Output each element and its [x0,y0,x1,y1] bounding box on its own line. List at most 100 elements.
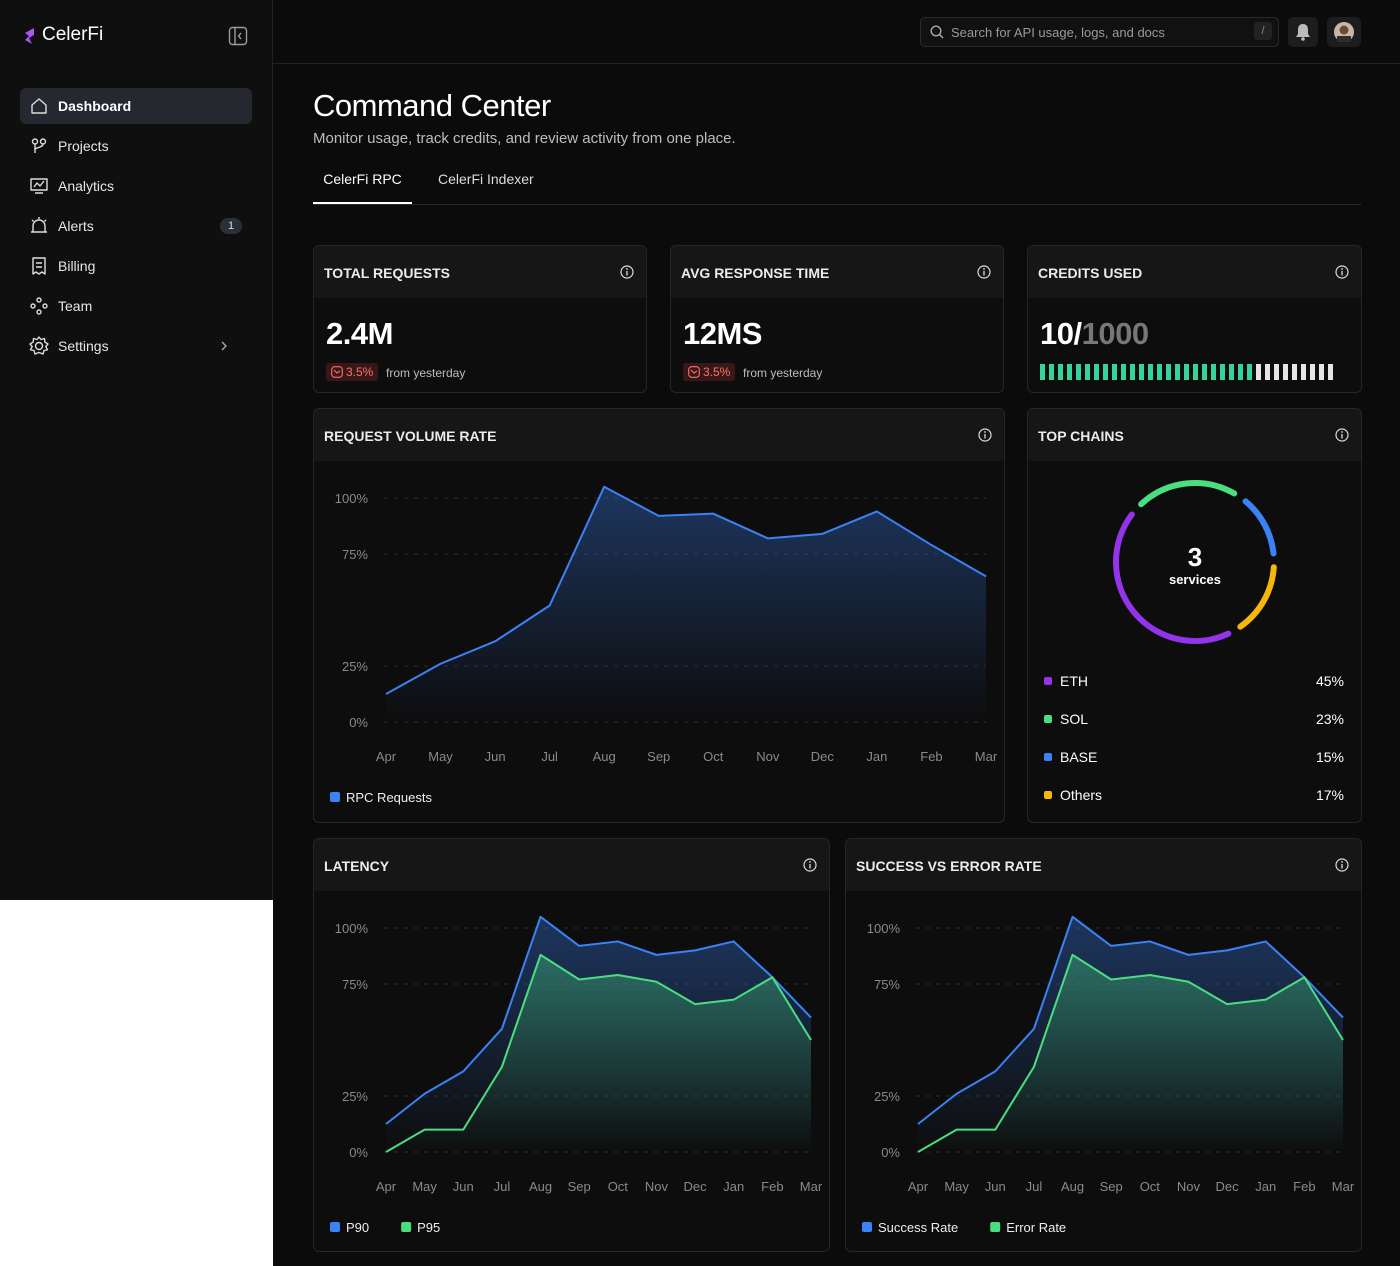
info-icon [977,265,991,279]
nav-label: Settings [58,338,109,354]
legend-label: P90 [346,1220,369,1235]
info-ring [977,265,991,279]
info-dot [626,268,628,270]
area-fill [386,486,986,722]
nav-icon [29,336,49,355]
shortcut-key: / [1254,22,1272,40]
y-tick-label: 0% [349,1145,368,1160]
info-icon [1335,858,1349,872]
credit-segment [1265,364,1270,380]
tab[interactable]: CelerFi Indexer [438,171,534,187]
credit-segment [1274,364,1279,380]
legend-label: BASE [1060,749,1097,765]
sidebar: CelerFi Dashboard Projects Analytics Alerts… [0,0,273,900]
legend-swatch [330,1222,340,1232]
info-ring [803,858,817,872]
header-divider [273,63,1400,64]
chart: 0% 25% 75% 100% Apr May Jun Jul Aug Sep Oct Nov Dec J… [330,915,823,1235]
credit-segment [1112,364,1117,380]
avatar-button[interactable] [1327,17,1361,47]
chart-card: LATENCY 0% 25% 75% 100% Apr May Jun Jul Aug Sep Oct… [313,838,830,1252]
nav-item[interactable]: Dashboard [20,88,252,124]
credit-segment [1049,364,1054,380]
nav-item[interactable]: Projects [20,128,252,164]
stat-value: 12MS [683,316,762,351]
credit-segment [1157,364,1162,380]
x-tick-label: May [428,749,453,764]
page-subtitle: Monitor usage, track credits, and review… [313,130,736,147]
nav-item[interactable]: Billing [20,248,252,284]
legend-swatch [401,1222,412,1232]
chevron [221,341,227,351]
x-tick-label: Dec [684,1179,708,1194]
credit-segment [1085,364,1090,380]
series-line [385,953,812,1153]
x-tick-label: Jun [485,749,506,764]
donut-arc [1113,511,1232,644]
credit-segment [1184,364,1189,380]
tab-underline [313,202,412,204]
notification-button[interactable] [1288,17,1318,47]
nav-item[interactable]: Team [20,288,252,324]
x-tick-label: Apr [376,1179,397,1194]
chart: 0% 25% 75% 100% Apr May Jun Jul Aug Sep Oct Nov Dec J… [330,485,998,805]
info-dot [1341,861,1343,863]
card-title: TOP CHAINS [1028,409,1361,461]
chart: 0% 25% 75% 100% Apr May Jun Jul Aug Sep Oct Nov Dec J… [862,915,1355,1235]
info-ring [1335,858,1349,872]
x-tick-label: Dec [1216,1179,1240,1194]
credit-segment [1139,364,1144,380]
nav-icon [31,138,47,153]
info-dot [983,268,985,270]
nav-icon [30,297,48,315]
trend-line [333,369,341,374]
series-line [385,915,812,1125]
x-tick-label: Oct [703,749,724,764]
credit-segment [1292,364,1297,380]
card-title: CREDITS USED [1028,246,1361,298]
trend-box [331,366,343,378]
stat-card: AVG RESPONSE TIME 12MS 3.5% from yesterd… [670,245,1004,393]
x-tick-label: Nov [645,1179,669,1194]
credit-segment [1193,364,1198,380]
nav-item[interactable]: Analytics [20,168,252,204]
nav-label: Projects [58,138,109,154]
x-tick-label: Feb [761,1179,783,1194]
donut-arc [1138,480,1238,508]
donut-center-value: 3 [1188,542,1202,572]
chart-card: TOP CHAINS 3 services ETH 45% SOL 23% BASE 15% Ot… [1027,408,1362,823]
search-placeholder: Search for API usage, logs, and docs [951,25,1165,40]
credit-segment [1175,364,1180,380]
info-dot [1341,268,1343,270]
tab[interactable]: CelerFi RPC [323,171,402,187]
search-box[interactable]: Search for API usage, logs, and docs / [920,17,1279,47]
nav-item[interactable]: Settings [20,328,252,364]
nav-item[interactable]: Alerts 1 [20,208,252,244]
credits-total: 1000 [1081,316,1149,351]
card-title: TOTAL REQUESTS [314,246,646,298]
y-tick-label: 100% [335,491,369,506]
series-line [385,485,987,695]
credit-segment [1058,364,1063,380]
legend-label: Error Rate [1006,1220,1066,1235]
brand: CelerFi [42,24,104,45]
legend-value: 23% [1316,711,1344,727]
legend-swatch [1044,753,1052,761]
card-title: SUCCESS VS ERROR RATE [846,839,1361,891]
stat-value: 10/1000 [1040,316,1149,352]
collapse-button[interactable] [228,26,248,46]
y-tick-label: 75% [342,547,368,562]
x-tick-label: Jul [1026,1179,1043,1194]
y-tick-label: 0% [349,715,368,730]
credit-segment [1130,364,1135,380]
y-tick-label: 75% [342,977,368,992]
credit-segment [1310,364,1315,380]
chevron-shape [221,341,227,351]
x-tick-label: Feb [1293,1179,1315,1194]
x-tick-label: Jul [494,1179,511,1194]
chart-card: SUCCESS VS ERROR RATE 0% 25% 75% 100% Apr May J… [845,838,1362,1252]
nav-label: Analytics [58,178,115,194]
area-fill [918,954,1343,1152]
